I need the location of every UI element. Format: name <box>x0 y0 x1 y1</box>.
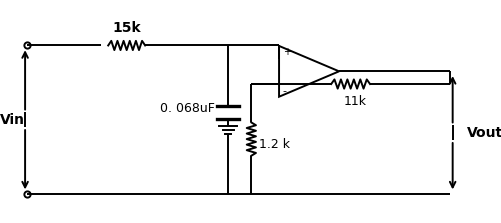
Text: 0. 068uF: 0. 068uF <box>160 102 215 115</box>
Text: 1.2 k: 1.2 k <box>258 138 289 151</box>
Text: Vin: Vin <box>0 113 25 127</box>
Text: Vout: Vout <box>465 126 501 140</box>
Text: 15k: 15k <box>112 21 141 35</box>
Text: 11k: 11k <box>343 95 366 108</box>
Text: -: - <box>282 86 286 96</box>
Text: +: + <box>282 47 290 57</box>
